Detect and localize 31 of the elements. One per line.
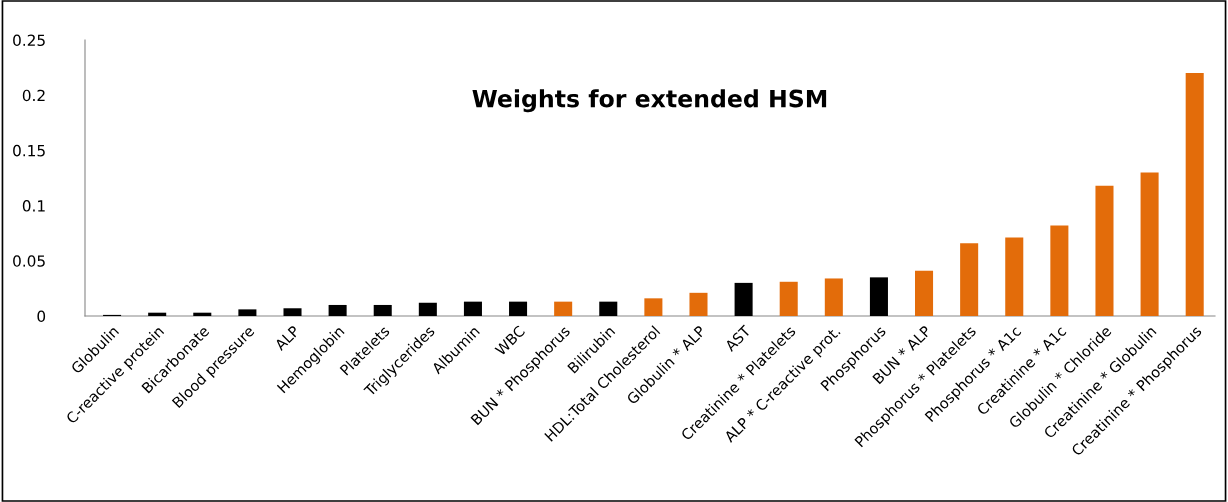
- bar: [689, 292, 708, 316]
- bar: [193, 312, 212, 316]
- bar: [328, 304, 347, 316]
- y-tick-label: 0.25: [13, 34, 45, 47]
- bar: [779, 281, 798, 316]
- y-tick-label: 0: [37, 310, 46, 323]
- bar: [148, 312, 167, 316]
- bar: [1185, 73, 1204, 316]
- y-tick-label: 0.1: [22, 200, 45, 212]
- bar: [1005, 237, 1024, 316]
- bar: [960, 243, 979, 316]
- bar: [418, 302, 437, 316]
- bar: [869, 277, 888, 316]
- bar: [509, 301, 528, 316]
- bar: [1050, 225, 1069, 316]
- bar: [599, 301, 618, 316]
- text: Weights for extended HSM: [472, 89, 827, 113]
- y-tick-label: 0.05: [13, 255, 45, 267]
- bar: [1095, 185, 1114, 316]
- bar: [734, 282, 753, 316]
- bar: [644, 298, 663, 316]
- bar: [915, 270, 934, 316]
- y-tick-label: 0.2: [22, 89, 45, 102]
- bar: [554, 301, 573, 316]
- bar: [824, 278, 843, 316]
- bar: [1140, 172, 1159, 316]
- bar: [463, 301, 482, 316]
- bar: [238, 309, 257, 316]
- bar: [283, 308, 302, 316]
- bar: [373, 304, 392, 316]
- y-tick-label: 0.15: [13, 144, 45, 157]
